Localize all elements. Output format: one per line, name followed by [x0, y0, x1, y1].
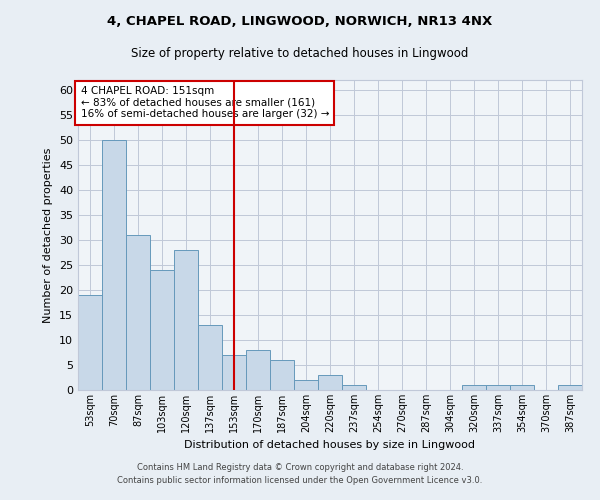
Bar — [294, 380, 318, 390]
Text: 4, CHAPEL ROAD, LINGWOOD, NORWICH, NR13 4NX: 4, CHAPEL ROAD, LINGWOOD, NORWICH, NR13 … — [107, 15, 493, 28]
Text: Contains public sector information licensed under the Open Government Licence v3: Contains public sector information licen… — [118, 476, 482, 485]
Bar — [174, 250, 198, 390]
Text: Contains HM Land Registry data © Crown copyright and database right 2024.: Contains HM Land Registry data © Crown c… — [137, 464, 463, 472]
Bar — [222, 355, 246, 390]
Bar — [462, 385, 486, 390]
Bar — [102, 140, 126, 390]
Bar — [78, 295, 102, 390]
Bar — [318, 375, 342, 390]
Bar — [198, 325, 222, 390]
Bar — [510, 385, 534, 390]
Bar — [150, 270, 174, 390]
X-axis label: Distribution of detached houses by size in Lingwood: Distribution of detached houses by size … — [185, 440, 476, 450]
Bar — [246, 350, 270, 390]
Y-axis label: Number of detached properties: Number of detached properties — [43, 148, 53, 322]
Bar — [342, 385, 366, 390]
Bar — [126, 235, 150, 390]
Text: Size of property relative to detached houses in Lingwood: Size of property relative to detached ho… — [131, 48, 469, 60]
Bar — [270, 360, 294, 390]
Bar — [486, 385, 510, 390]
Bar — [558, 385, 582, 390]
Text: 4 CHAPEL ROAD: 151sqm
← 83% of detached houses are smaller (161)
16% of semi-det: 4 CHAPEL ROAD: 151sqm ← 83% of detached … — [80, 86, 329, 120]
